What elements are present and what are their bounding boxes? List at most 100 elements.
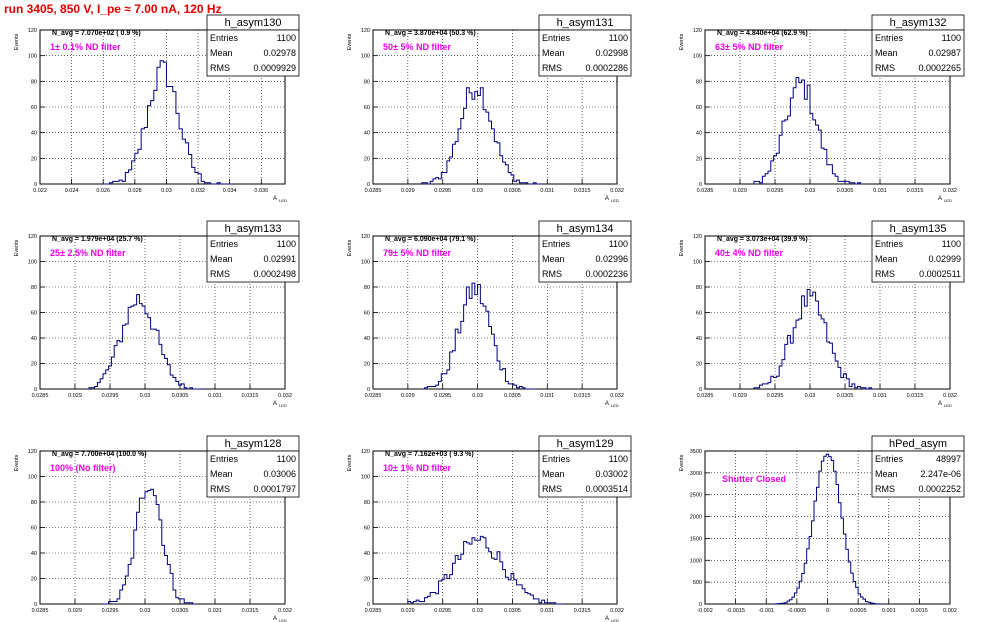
stats-label: Mean	[542, 48, 565, 58]
x-tick-label: 0.032	[610, 393, 624, 399]
x-tick-label: 0.032	[278, 608, 292, 614]
y-tick-label: 120	[693, 234, 702, 240]
y-axis-label: Events	[14, 454, 20, 471]
x-tick-label: 0.029	[733, 393, 747, 399]
histogram-panel-h_asym131: 0.0285 0.029 0.0295 0.03 0.0305 0.031 0.0315 0.…	[347, 14, 632, 203]
stats-label: Mean	[210, 254, 233, 264]
x-tick-label: 0.03	[472, 188, 483, 194]
x-tick-label: 0.034	[223, 188, 237, 194]
stats-label: Entries	[210, 454, 239, 464]
y-tick-label: 100	[361, 260, 370, 266]
x-tick-label: 0.0305	[172, 393, 189, 399]
x-tick-label: 0.0305	[837, 188, 854, 194]
x-tick-label: 0.032	[278, 393, 292, 399]
y-tick-label: 20	[364, 362, 370, 368]
stats-label: RMS	[210, 484, 230, 494]
x-axis-label: A	[938, 196, 942, 202]
x-tick-label: 0.0015	[911, 608, 928, 614]
x-tick-label: 0.031	[540, 188, 554, 194]
x-tick-label: 0.0305	[172, 608, 189, 614]
x-tick-label: 0.0315	[574, 393, 591, 399]
x-tick-label: 0.026	[96, 188, 110, 194]
stats-box	[206, 450, 300, 498]
stats-value: 0.0009929	[253, 63, 296, 73]
x-tick-label: 0.024	[65, 188, 79, 194]
y-tick-label: 20	[696, 362, 702, 368]
x-tick-label: 0.0295	[434, 608, 451, 614]
stats-value: 1100	[942, 239, 961, 249]
y-tick-label: 40	[31, 551, 37, 557]
filter-label: 10± 1% ND filter	[383, 463, 451, 473]
y-tick-label: 100	[693, 260, 702, 266]
x-tick-label: 0.028	[128, 188, 142, 194]
x-tick-label: 0.0315	[242, 393, 259, 399]
y-tick-label: 500	[693, 580, 702, 586]
stats-box	[538, 29, 632, 77]
x-axis-label-subscript: LED	[611, 198, 619, 203]
stats-value: 0.02999	[928, 254, 961, 264]
stats-value: 0.03006	[263, 469, 296, 479]
y-axis-label: Events	[347, 454, 353, 471]
x-tick-label: 0.0295	[767, 393, 784, 399]
histogram-panel-hPed_asym: -0.002 -0.0015 -0.001 -0.0005 0 0.0005 0.001 0.…	[679, 435, 965, 614]
stats-value: 0.0002265	[918, 63, 961, 73]
y-tick-label: 80	[696, 285, 702, 291]
y-tick-label: 80	[31, 79, 37, 85]
stats-value: 0.02991	[263, 254, 296, 264]
y-tick-label: 80	[364, 285, 370, 291]
y-tick-label: 60	[696, 311, 702, 317]
x-tick-label: 0.0315	[574, 608, 591, 614]
histogram-panel-h_asym133: 0.0285 0.029 0.0295 0.03 0.0305 0.031 0.0315 0.…	[14, 220, 300, 408]
y-tick-label: 3000	[690, 471, 702, 477]
x-tick-label: 0.03	[805, 393, 816, 399]
stats-value: 1100	[609, 239, 628, 249]
navg-label: N_avg = 7.162e+03 ( 9.3 %)	[385, 451, 474, 458]
y-tick-label: 120	[28, 28, 37, 34]
x-tick-label: 0.032	[610, 608, 624, 614]
y-tick-label: 40	[364, 336, 370, 342]
x-tick-label: 0.032	[943, 393, 957, 399]
histogram-bars	[421, 87, 542, 185]
x-axis-label-subscript: LED	[944, 403, 952, 408]
x-axis-label: A	[273, 401, 277, 407]
x-tick-label: 0.0315	[907, 393, 924, 399]
histogram-panel-h_asym130: 0.022 0.024 0.026 0.028 0.03 0.032 0.034 0.036 0…	[14, 14, 300, 203]
stats-box	[206, 29, 300, 77]
y-tick-label: 100	[28, 260, 37, 266]
y-tick-label: 60	[696, 105, 702, 111]
x-tick-label: 0.0305	[504, 188, 521, 194]
stats-box	[538, 450, 632, 498]
x-axis-label: A	[938, 401, 942, 407]
x-tick-label: 0.029	[401, 393, 415, 399]
x-tick-label: 0.0305	[504, 608, 521, 614]
y-tick-label: 1000	[690, 558, 702, 564]
x-tick-label: 0.0315	[907, 188, 924, 194]
filter-label: 100% (No filter)	[50, 463, 116, 473]
stats-label: Entries	[542, 239, 571, 249]
y-tick-label: 40	[31, 336, 37, 342]
x-tick-label: -0.0015	[726, 608, 745, 614]
stats-value: 0.0003514	[585, 484, 628, 494]
stats-box	[538, 235, 632, 283]
y-tick-label: 120	[693, 28, 702, 34]
stats-label: RMS	[542, 484, 562, 494]
stats-box	[871, 235, 965, 283]
y-tick-label: 20	[696, 156, 702, 162]
stats-value: 0.0002252	[918, 484, 961, 494]
x-axis-label-subscript: LED	[944, 198, 952, 203]
y-tick-label: 1500	[690, 536, 702, 542]
stats-value: 0.02998	[595, 48, 628, 58]
stats-value: 0.0001797	[253, 484, 296, 494]
histogram-name: hPed_asym	[889, 438, 947, 450]
y-tick-label: 60	[364, 105, 370, 111]
y-tick-label: 0	[699, 182, 702, 188]
y-axis-label: Events	[347, 33, 353, 50]
x-tick-label: 0.029	[401, 188, 415, 194]
stats-value: 0.02996	[595, 254, 628, 264]
stats-label: RMS	[210, 63, 230, 73]
stats-value: 0.0002286	[585, 63, 628, 73]
navg-label: N_avg = 7.700e+04 (100.0 %)	[52, 451, 147, 458]
stats-value: 0.02987	[928, 48, 961, 58]
stats-value: 1100	[942, 33, 961, 43]
